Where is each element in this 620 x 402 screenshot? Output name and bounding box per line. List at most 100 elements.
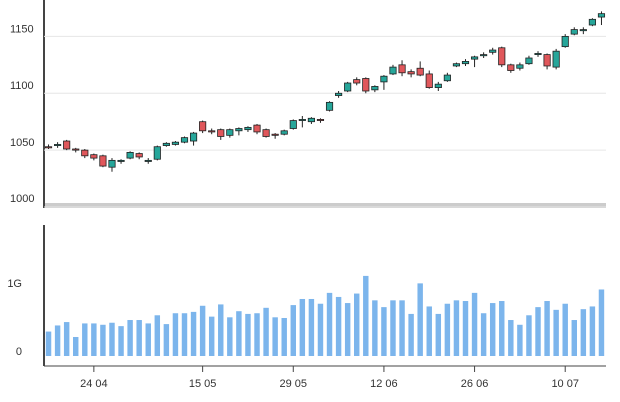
volume-bar: [127, 320, 133, 356]
candle-body: [135, 153, 143, 158]
volume-bar: [535, 307, 541, 356]
candle-body: [389, 66, 397, 75]
candle-body: [108, 159, 116, 168]
volume-bar: [354, 293, 360, 356]
candle-body: [480, 54, 488, 57]
y-tick-label: 1100: [10, 80, 34, 92]
x-tick-label: 10 07: [551, 378, 579, 390]
candle-body: [153, 146, 161, 160]
candle-body: [353, 79, 361, 84]
candle-body: [380, 75, 388, 83]
candle-body: [362, 78, 370, 92]
volume-bar: [45, 331, 52, 356]
volume-bar: [245, 313, 251, 356]
volume-bar: [172, 313, 179, 356]
candle-body: [461, 61, 470, 65]
candle-body: [99, 155, 107, 167]
volume-bar: [181, 313, 188, 356]
volume-bar: [580, 309, 587, 356]
candle-body: [425, 73, 433, 88]
candle-body: [570, 29, 578, 35]
y-tick-label: 1150: [10, 23, 34, 35]
candle-body: [189, 132, 198, 142]
candle-body: [552, 50, 560, 68]
candle-body: [452, 63, 461, 67]
candle-body: [344, 82, 352, 92]
volume-bar: [508, 320, 514, 356]
candle-body: [588, 18, 596, 26]
volume-bar: [417, 283, 423, 356]
candle-body: [126, 152, 134, 159]
y-tick-label: 1G: [7, 278, 22, 290]
candle-body: [90, 154, 98, 159]
volume-bar: [63, 322, 70, 356]
candle-body: [597, 13, 606, 18]
candle-body: [398, 64, 406, 74]
candle-body: [561, 35, 569, 48]
volume-bar: [218, 304, 224, 356]
volume-bar: [562, 303, 568, 356]
candle-body: [307, 117, 315, 123]
candle-body: [507, 64, 515, 71]
volume-bar: [73, 336, 79, 356]
volume-bar: [54, 325, 61, 356]
volume-bar: [444, 303, 451, 356]
volume-bar: [272, 317, 278, 356]
volume-bar: [236, 311, 242, 356]
candle-body: [162, 142, 170, 146]
volume-bar: [227, 317, 233, 356]
candle-body: [579, 29, 587, 32]
candle-body: [534, 53, 542, 55]
volume-bar: [372, 300, 378, 356]
volume-bar: [290, 305, 296, 356]
volume-bar: [381, 307, 387, 356]
candle-body: [289, 120, 297, 129]
volume-bar: [299, 298, 306, 356]
volume-bar: [426, 306, 432, 356]
x-tick-label: 12 06: [370, 378, 398, 390]
candle-body: [335, 92, 343, 96]
volume-bar: [335, 296, 342, 356]
x-tick-label: 29 05: [280, 378, 308, 390]
volume-bar: [390, 300, 396, 356]
volume-bar: [471, 292, 478, 356]
volume-bar: [544, 301, 550, 356]
y-tick-label: 0: [16, 346, 22, 358]
y-tick-label: 1050: [10, 137, 34, 149]
candle-body: [54, 144, 62, 146]
candle-body: [371, 86, 379, 91]
volume-bar: [326, 292, 333, 356]
candle-body: [253, 124, 261, 133]
candle-body: [72, 148, 80, 151]
candle-body: [226, 129, 234, 136]
x-tick-label: 15 05: [189, 378, 217, 390]
volume-bar: [199, 305, 206, 356]
candle-body: [180, 137, 189, 143]
volume-bar: [263, 307, 269, 356]
candle-body: [199, 121, 207, 132]
volume-bar: [82, 323, 88, 356]
candle-body: [262, 129, 270, 137]
volume-bar: [598, 289, 605, 356]
candle-body: [144, 159, 152, 162]
volume-bar: [589, 306, 596, 356]
candle-body: [235, 128, 243, 132]
candle-body: [489, 49, 497, 53]
volume-bar: [526, 315, 532, 356]
volume-bar: [208, 316, 215, 356]
candle-body: [171, 141, 180, 145]
volume-bar: [408, 313, 414, 356]
volume-bar: [480, 313, 487, 356]
volume-bar: [254, 313, 260, 356]
candle-body: [470, 56, 479, 60]
volume-bar: [344, 303, 351, 356]
candle-body: [63, 140, 71, 150]
candle-body: [325, 101, 334, 111]
candle-body: [44, 146, 53, 149]
volume-bar: [145, 323, 151, 356]
volume-bar: [91, 323, 97, 356]
candle-body: [217, 129, 225, 137]
candle-body: [208, 130, 216, 133]
volume-bar: [363, 275, 369, 356]
volume-bar: [489, 303, 496, 356]
